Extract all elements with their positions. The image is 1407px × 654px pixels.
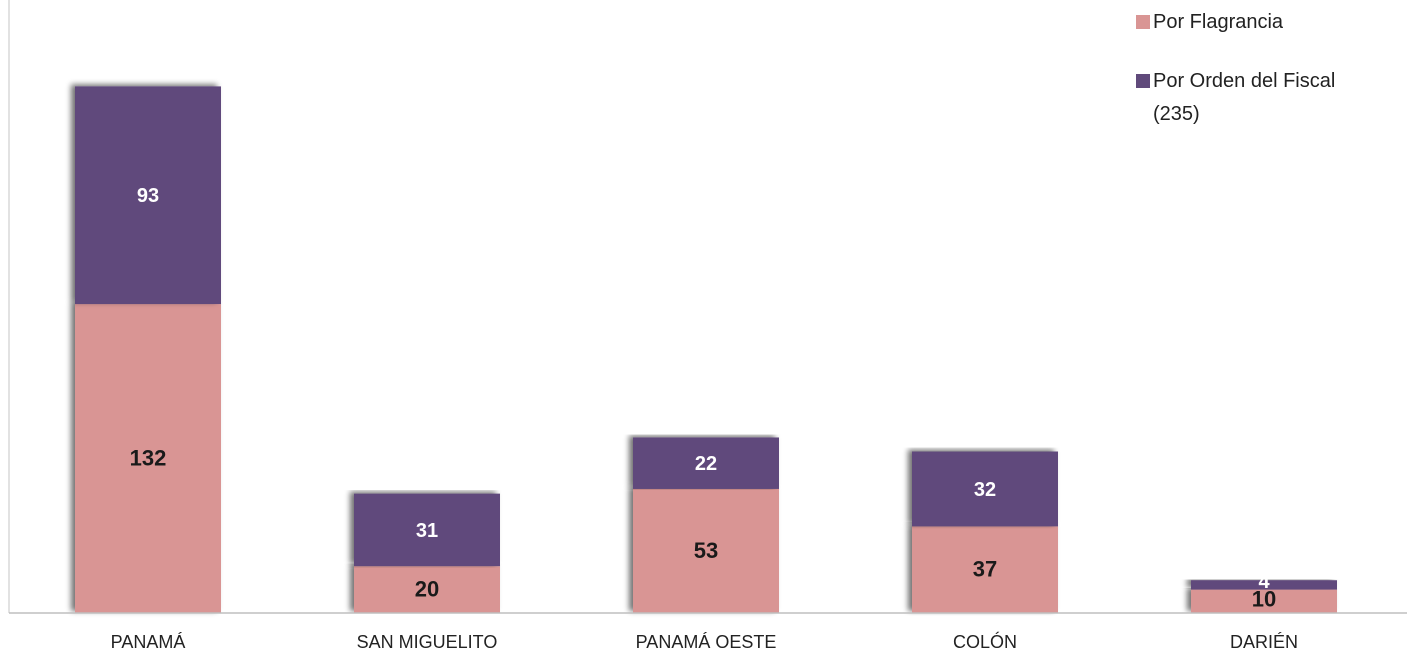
data-label-san-miguelito-series-1: 31	[416, 520, 438, 542]
x-tick-label-darien: DARIÉN	[1230, 632, 1298, 652]
x-tick-label-san-miguelito: SAN MIGUELITO	[357, 632, 498, 652]
bar-panama-oeste-series-0	[633, 488, 779, 613]
x-tick-label-colon: COLÓN	[953, 631, 1017, 652]
x-tick-label-panama: PANAMÁ	[111, 632, 186, 652]
bar-darien-series-1	[1191, 580, 1337, 590]
legend-swatch-flagrancia	[1136, 15, 1150, 29]
data-label-darien-series-1: 4	[1258, 571, 1270, 593]
x-tick-label-panama-oeste: PANAMÁ OESTE	[636, 632, 777, 652]
data-label-darien-series-0: 10	[1252, 586, 1276, 611]
legend-label-flagrancia: Por Flagrancia	[1153, 11, 1284, 33]
bar-panama-series-1	[75, 86, 221, 305]
legend-item-flagrancia: Por Flagrancia	[1136, 6, 1401, 39]
bar-san-miguelito-series-1	[354, 493, 500, 567]
legend-label-orden-fiscal: Por Orden del Fiscal (235)	[1153, 70, 1336, 125]
data-label-colon-series-1: 32	[974, 479, 996, 501]
data-label-colon-series-0: 37	[973, 557, 997, 582]
data-label-panama-series-1: 93	[137, 185, 159, 207]
bar-colon-series-1	[912, 451, 1058, 527]
bar-darien-series-0	[1191, 589, 1337, 613]
bar-colon-series-0	[912, 526, 1058, 613]
data-label-san-miguelito-series-0: 20	[415, 577, 439, 602]
data-label-panama-oeste-series-1: 22	[695, 453, 717, 475]
bar-panama-series-0	[75, 304, 221, 613]
legend-swatch-orden-fiscal	[1136, 74, 1150, 88]
bar-panama-oeste-series-1	[633, 437, 779, 489]
data-label-panama-oeste-series-0: 53	[694, 538, 718, 563]
legend-item-orden-fiscal: Por Orden del Fiscal (235)	[1136, 65, 1401, 131]
data-label-panama-series-0: 132	[130, 446, 167, 471]
legend: Por Flagrancia Por Orden del Fiscal (235…	[1136, 6, 1401, 131]
bar-san-miguelito-series-0	[354, 566, 500, 613]
